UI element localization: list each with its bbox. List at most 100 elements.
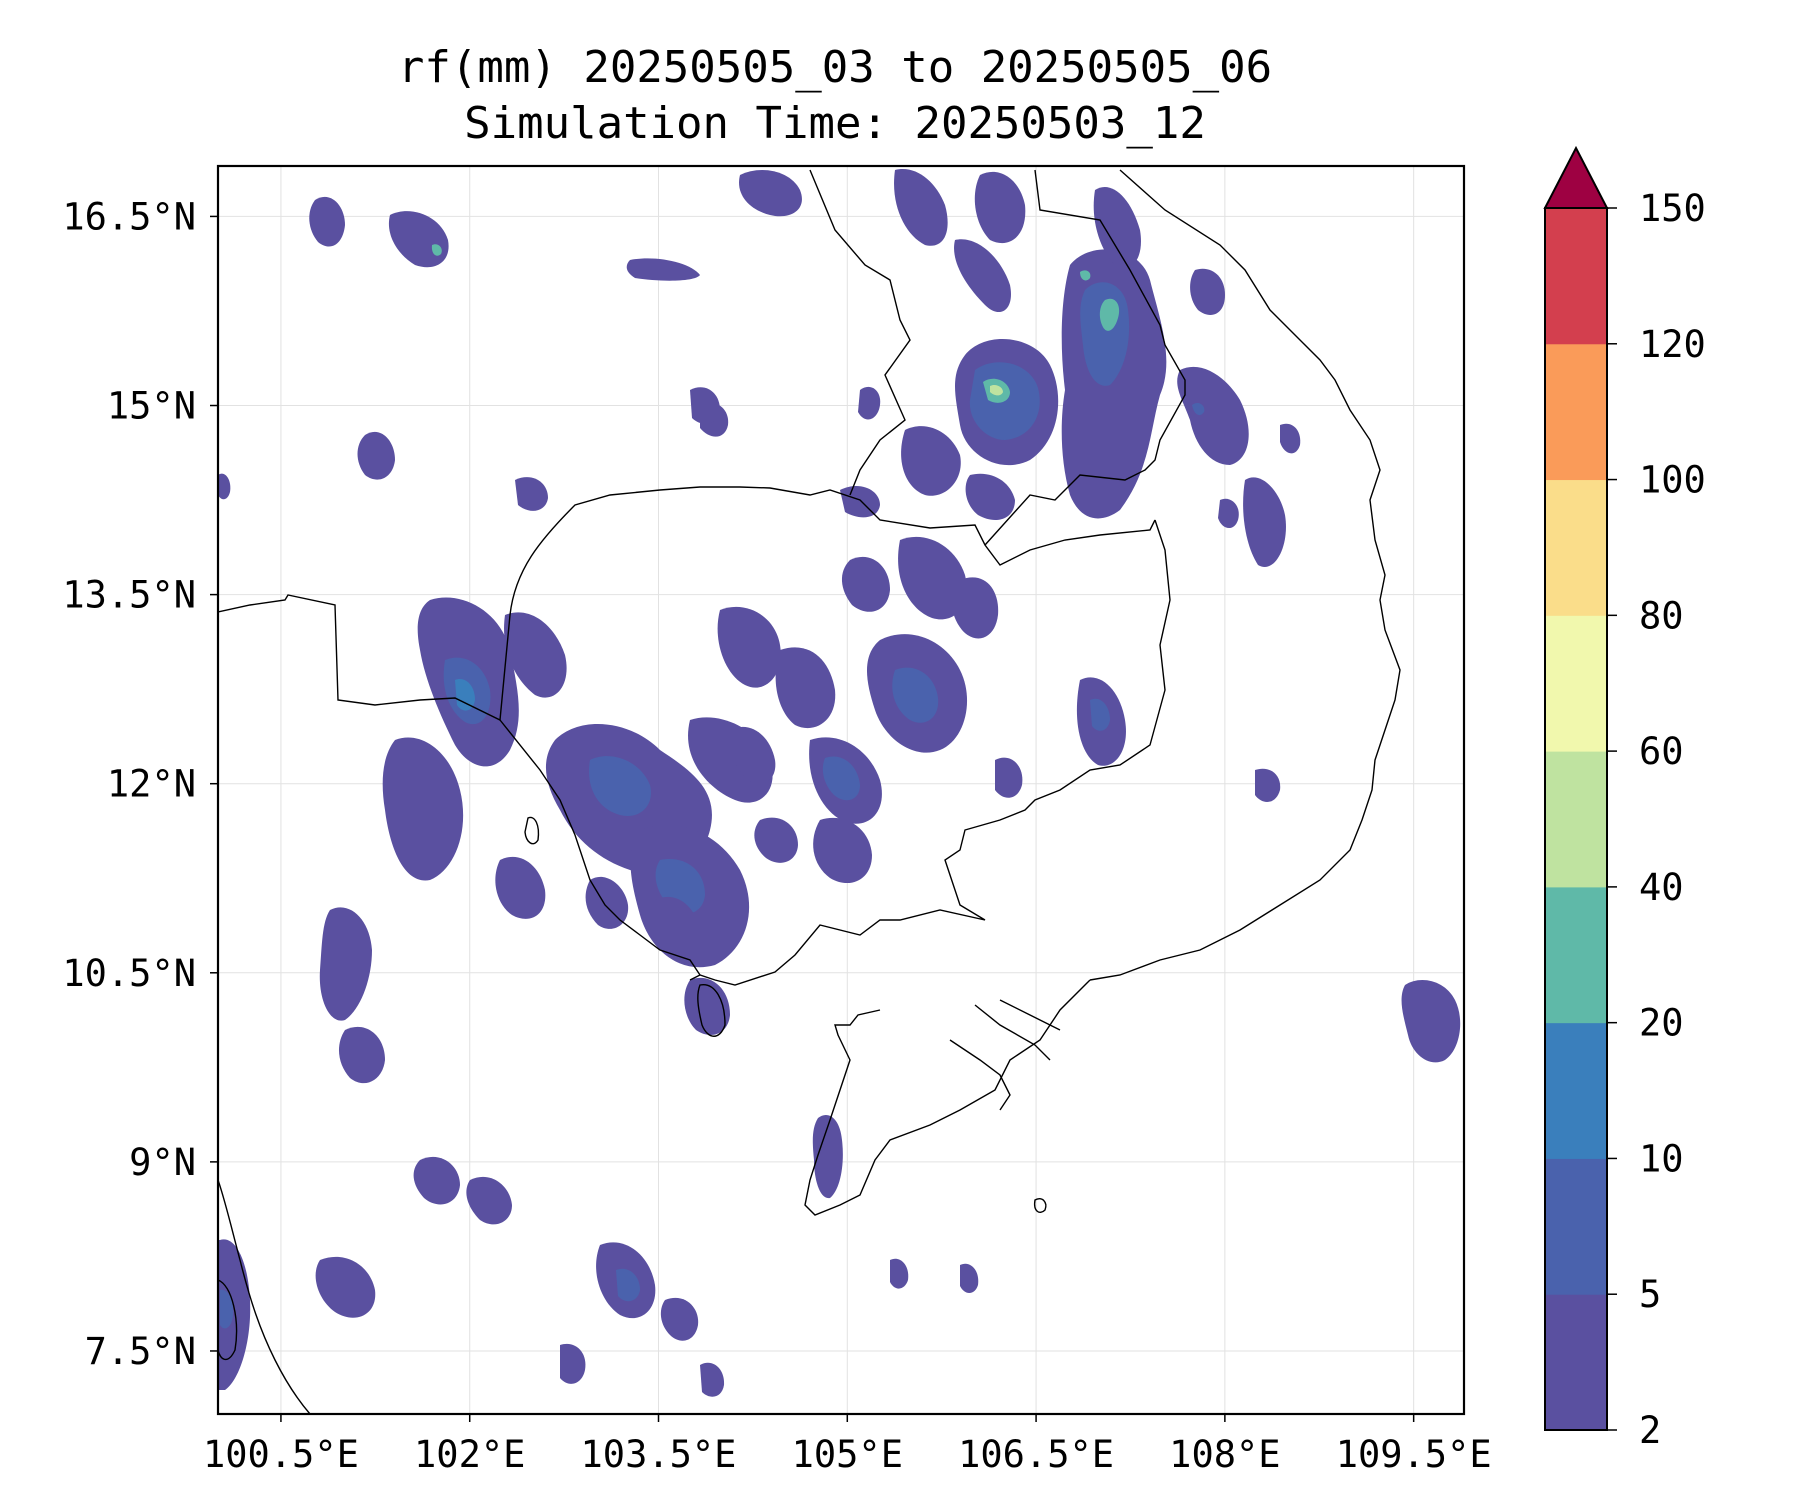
border-line [804,979,1091,1216]
map-title: rf(mm) 20250505_03 to 20250505_06 [397,42,1273,93]
rain-patch [220,1289,234,1329]
border-line [974,1004,1051,1061]
rain-patch [951,577,999,639]
rain-patch [901,426,961,496]
colorbar: 2 5 10 20 40 60 80 100 120 150 [1543,145,1706,1452]
rain-patch [717,606,781,688]
rain-patch [1192,402,1205,416]
rain-patch [892,667,939,723]
rain-patch [858,386,881,420]
border-line [984,169,1186,546]
rain-patch [898,536,967,620]
rain-patch [1177,366,1249,465]
rainfall-contours [218,169,1461,1397]
island [697,984,726,1037]
colorbar-segment [1545,886,1607,1024]
rain-patch [1093,186,1141,269]
colorbar-extend-arrow [1543,145,1609,209]
colorbar-tick-label: 40 [1639,866,1684,909]
rain-patch [995,757,1023,798]
x-tick-label: 103.5°E [581,1433,737,1476]
colorbar-segment [1545,343,1607,481]
border-line [689,519,1171,986]
rain-patch [616,1268,640,1302]
rain-patch [990,384,1003,396]
border-line [949,1039,1011,1111]
y-tick-label: 16.5°N [62,195,196,238]
map-subtitle: Simulation Time: 20250503_12 [464,98,1206,149]
rain-patch [495,856,546,919]
colorbar-segment [1545,479,1607,616]
rain-patch [660,1297,699,1341]
colorbar-tick-label: 150 [1639,187,1706,230]
rain-patch [813,817,872,884]
rain-patch [965,473,1015,520]
colorbar-tick-label: 20 [1639,1002,1684,1045]
rain-patch [739,170,802,217]
rain-patch [338,1026,385,1084]
rain-patch [560,1343,586,1384]
rain-patch [974,171,1026,244]
y-tick-label: 13.5°N [62,574,196,617]
colorbar-tick-label: 5 [1639,1273,1661,1316]
x-tick-label: 102°E [414,1433,525,1476]
y-tick-label: 9°N [129,1141,196,1184]
x-tick-label: 106.5°E [958,1433,1114,1476]
rain-patch [1099,298,1120,331]
border-line [499,719,701,976]
x-tick-label: 100.5°E [203,1433,359,1476]
rain-patch [315,1256,376,1318]
rain-patch [729,726,776,784]
rain-patch [700,1362,725,1397]
rain-patch [1218,498,1239,529]
border-line [809,169,911,496]
y-tick-label: 15°N [107,385,196,428]
colorbar-frame [1544,207,1608,1431]
x-tick-label: 105°E [792,1433,903,1476]
rain-patch [684,977,730,1035]
colorbar-segment [1545,208,1607,345]
rain-patch [969,362,1040,440]
map-panel: 100.5°E 102°E 103.5°E 105°E 106.5°E 108°E 109.… [62,164,1492,1476]
rain-patch [1401,980,1461,1063]
colorbar-segment [1545,1022,1607,1159]
border-line [218,1179,311,1414]
rain-patch [515,477,548,511]
map-frame [216,164,1466,1416]
rain-patch [319,907,372,1021]
rain-patch [589,756,651,816]
colorbar-tick-label: 120 [1639,323,1706,366]
y-tick-label: 10.5°N [62,952,196,995]
island [1033,1198,1047,1213]
rain-patch [382,737,464,881]
colorbar-tick-label: 80 [1639,594,1684,637]
rain-patch [413,1156,460,1205]
rain-patch [690,387,720,424]
rain-patch [651,896,701,959]
rain-patch [822,756,860,801]
rain-patch [954,239,1011,313]
y-tick-label: 7.5°N [85,1330,196,1373]
rain-patch [1090,698,1110,731]
longitude-axis: 100.5°E 102°E 103.5°E 105°E 106.5°E 108°E 109.… [203,1414,1492,1476]
colorbar-segment [1545,1158,1607,1295]
border-line [218,486,1156,722]
colorbar-tick-label: 10 [1639,1137,1684,1180]
rain-patch [775,647,836,729]
x-tick-label: 109.5°E [1336,1433,1492,1476]
colorbar-segment [1545,615,1607,752]
colorbar-segment [1545,1294,1607,1431]
y-tick-label: 12°N [107,763,196,806]
rain-patch [1255,768,1281,802]
rain-patch [960,1263,979,1294]
rain-patch [357,431,395,480]
rain-patch [218,1239,251,1390]
colorbar-tick-label: 60 [1639,730,1684,773]
rain-patch [1080,270,1091,281]
island [218,1279,238,1361]
rain-patch [894,169,948,246]
rain-patch [309,196,345,247]
border-line [999,999,1061,1031]
rain-patch [841,556,890,612]
